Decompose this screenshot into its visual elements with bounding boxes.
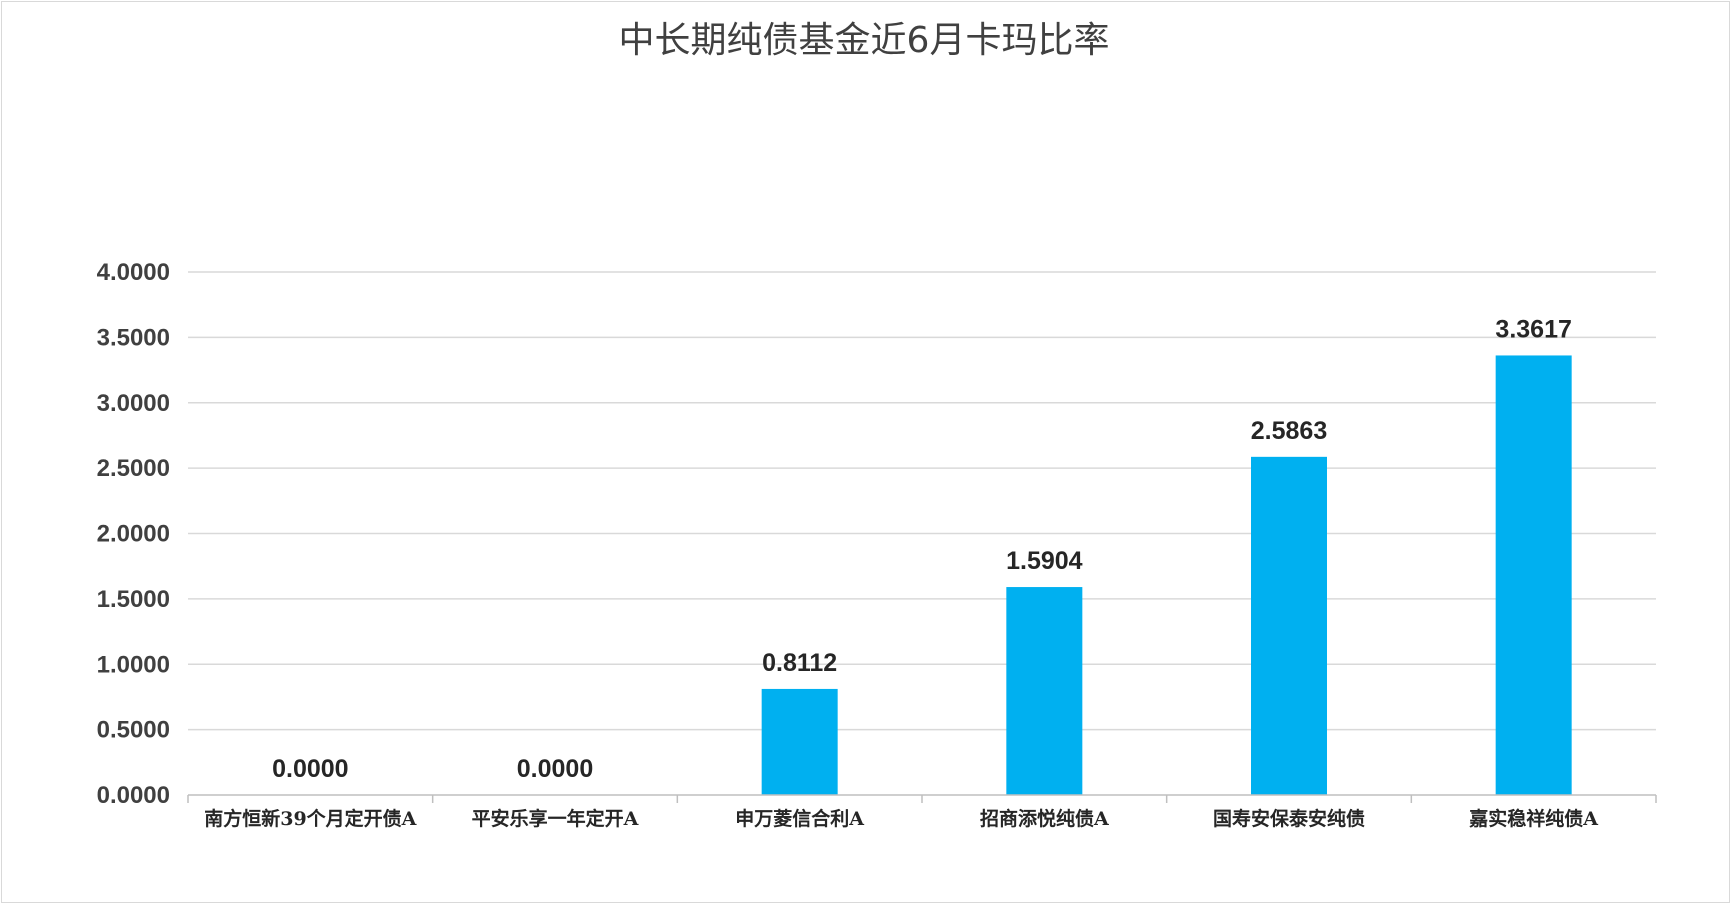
gridlines bbox=[188, 271, 1656, 731]
bar bbox=[1495, 355, 1572, 795]
category-label: 招商添悦纯债A bbox=[980, 807, 1109, 830]
y-tick-label: 2.5000 bbox=[97, 455, 170, 482]
bars bbox=[761, 355, 1572, 795]
bar bbox=[1251, 456, 1327, 795]
y-axis-tick-labels: 0.0000 0.5000 1.0000 1.5000 2.0000 2.5000 3.00… bbox=[97, 259, 170, 809]
data-label: 0.0000 bbox=[517, 755, 593, 783]
data-label: 0.0000 bbox=[272, 755, 348, 783]
data-label: 2.5863 bbox=[1251, 417, 1327, 445]
y-tick-label: 1.0000 bbox=[97, 651, 170, 678]
x-axis bbox=[187, 794, 1657, 803]
y-tick-label: 1.5000 bbox=[97, 586, 170, 613]
data-label: 3.3617 bbox=[1495, 315, 1571, 343]
y-tick-label: 3.5000 bbox=[97, 324, 170, 351]
y-tick-label: 2.0000 bbox=[97, 521, 170, 548]
data-labels: 0.0000 0.0000 0.8112 1.5904 2.5863 3.3617 bbox=[272, 315, 1572, 783]
category-label: 嘉实稳祥纯债A bbox=[1468, 807, 1598, 830]
bar bbox=[761, 688, 838, 795]
data-label: 1.5904 bbox=[1006, 547, 1083, 575]
y-tick-label: 3.0000 bbox=[97, 390, 170, 417]
category-label: 申万菱信合利A bbox=[735, 807, 864, 830]
chart-title: 中长期纯债基金近6月卡玛比率 bbox=[619, 20, 1110, 61]
category-label: 平安乐享一年定开A bbox=[472, 807, 639, 830]
category-label: 南方恒新39个月定开债A bbox=[204, 807, 416, 830]
bar bbox=[1006, 587, 1083, 795]
y-tick-label: 0.0000 bbox=[97, 782, 170, 809]
y-tick-label: 0.5000 bbox=[97, 717, 170, 744]
category-label: 国寿安保泰安纯债 bbox=[1213, 807, 1365, 830]
data-label: 0.8112 bbox=[762, 649, 837, 677]
category-labels: 南方恒新39个月定开债A 平安乐享一年定开A 申万菱信合利A 招商添悦纯债A 国寿安保泰… bbox=[204, 807, 1598, 830]
y-tick-label: 4.0000 bbox=[97, 259, 170, 286]
